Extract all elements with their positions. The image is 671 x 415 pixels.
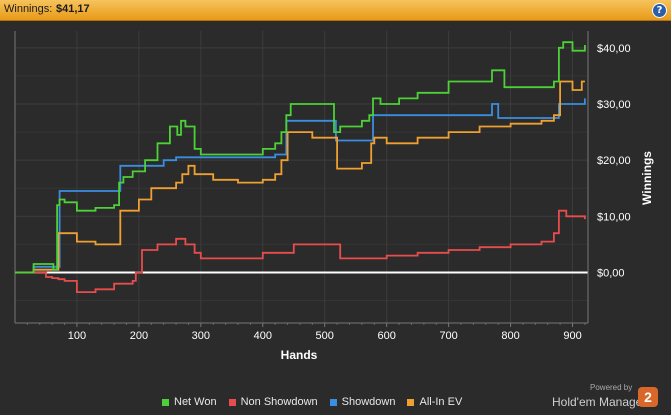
chart-legend: Net Won Non Showdown Showdown All-In EV [162,396,474,408]
series-line-net-won [15,41,586,274]
y-tick-label: $0,00 [597,267,625,279]
chart-lines [15,41,586,293]
chart-grid [15,31,588,323]
hem2-logo-icon: 2 [638,387,658,407]
y-axis-label: Winnings [640,151,654,205]
y-tick-label: $20,00 [597,155,631,167]
powered-by-label: Powered by [590,383,633,392]
legend-swatch [407,398,415,406]
brand-name: Hold'em Manager [552,395,647,409]
legend-item-net-won[interactable]: Net Won [162,396,217,408]
y-tick-label: $30,00 [597,99,631,111]
x-tick-label: 300 [192,330,210,342]
x-tick-label: 100 [68,330,86,342]
x-axis-label: Hands [281,348,318,362]
x-tick-label: 200 [130,330,148,342]
series-line-non-showdown [15,209,586,293]
x-tick-label: 800 [501,330,519,342]
x-tick-label: 500 [316,330,334,342]
x-tick-label: 900 [563,330,581,342]
legend-item-non-showdown[interactable]: Non Showdown [228,396,318,408]
winnings-label: Winnings: [4,3,53,15]
legend-item-showdown[interactable]: Showdown [329,396,396,408]
chart-axes: $0,00 $10,00 $20,00 $30,00 $40,00 100 200 300 40… [14,31,631,342]
legend-label: Net Won [174,396,217,408]
x-tick-label: 400 [254,330,272,342]
legend-swatch [329,398,337,406]
legend-swatch [228,398,236,406]
y-tick-label: $40,00 [597,43,631,55]
legend-label: All-In EV [419,396,463,408]
series-line-all-in-ev [15,80,585,274]
y-tick-label: $10,00 [597,211,631,223]
winnings-value: $41,17 [56,3,90,15]
title-bar: Winnings: $41,17 ? [0,0,671,21]
legend-item-all-in-ev[interactable]: All-In EV [407,396,462,408]
legend-label: Non Showdown [240,396,318,408]
x-tick-label: 600 [377,330,395,342]
plot-area [15,31,588,323]
x-tick-label: 700 [439,330,457,342]
help-icon[interactable]: ? [652,3,667,18]
legend-swatch [162,398,169,406]
legend-label: Showdown [341,396,396,408]
winnings-chart: $0,00 $10,00 $20,00 $30,00 $40,00 100 200 300 40… [14,31,654,362]
